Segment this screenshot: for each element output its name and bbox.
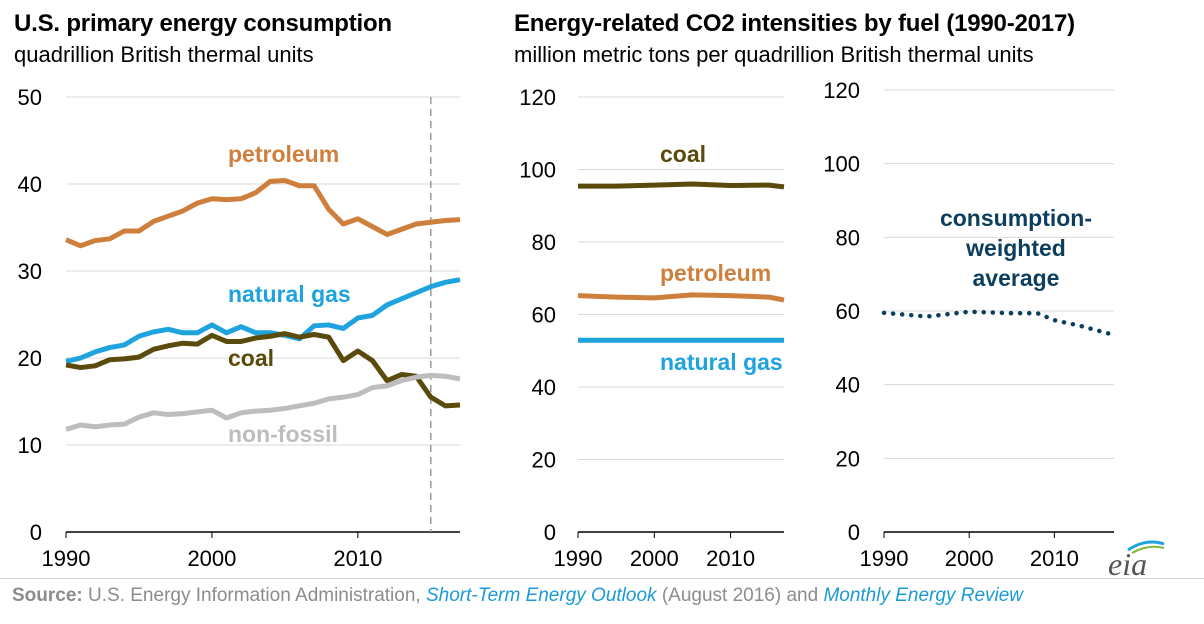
y-tick-label-20: 20 bbox=[18, 346, 42, 371]
series-label-natural-gas: natural gas bbox=[228, 281, 351, 307]
y-tick-label-80: 80 bbox=[532, 230, 556, 255]
y-tick-label-120: 120 bbox=[823, 78, 860, 103]
x-tick-label-2010: 2010 bbox=[1030, 546, 1079, 571]
series-label-petroleum: petroleum bbox=[228, 141, 339, 167]
source-mid-text: (August 2016) and bbox=[661, 585, 819, 606]
y-tick-label-40: 40 bbox=[836, 373, 860, 398]
source-text: U.S. Energy Information Administration, bbox=[88, 585, 421, 606]
series-label-non-fossil: non-fossil bbox=[228, 421, 338, 447]
series-line-petroleum bbox=[577, 292, 785, 303]
y-tick-label-60: 60 bbox=[532, 303, 556, 328]
y-tick-label-100: 100 bbox=[823, 152, 860, 177]
mer-link[interactable]: Monthly Energy Review bbox=[823, 585, 1024, 606]
source-footer: Source: U.S. Energy Information Administ… bbox=[12, 585, 1023, 607]
y-tick-label-20: 20 bbox=[836, 446, 860, 471]
series-label-line-1: weighted bbox=[965, 235, 1066, 261]
y-tick-label-40: 40 bbox=[532, 375, 556, 400]
source-label: Source: bbox=[12, 585, 83, 606]
series-label-line-0: consumption- bbox=[940, 205, 1092, 231]
y-tick-label-120: 120 bbox=[519, 85, 556, 110]
series-label-coal: coal bbox=[660, 141, 706, 167]
series-label-petroleum: petroleum bbox=[660, 260, 771, 286]
y-tick-label-0: 0 bbox=[544, 520, 556, 545]
steo-link[interactable]: Short-Term Energy Outlook bbox=[425, 585, 657, 606]
eia-logo-swoosh-icon bbox=[1127, 540, 1165, 554]
series-line-coal bbox=[578, 181, 785, 190]
series-line-petroleum bbox=[65, 178, 461, 249]
x-tick-label-2000: 2000 bbox=[630, 546, 679, 571]
left-chart-title: U.S. primary energy consumption bbox=[14, 10, 392, 37]
right-chart-subtitle: million metric tons per quadrillion Brit… bbox=[514, 42, 1034, 67]
series-line-consumption-weighted-average bbox=[881, 309, 1117, 338]
y-tick-label-30: 30 bbox=[18, 259, 42, 284]
y-tick-label-0: 0 bbox=[848, 520, 860, 545]
right-chart-title: Energy-related CO2 intensities by fuel (… bbox=[514, 10, 1075, 37]
y-tick-label-10: 10 bbox=[18, 433, 42, 458]
series-line-coal bbox=[65, 331, 461, 409]
footer-divider bbox=[0, 578, 1204, 579]
x-tick-label-2010: 2010 bbox=[333, 546, 382, 571]
series-line-natural-gas bbox=[65, 277, 461, 364]
x-tick-label-2010: 2010 bbox=[706, 546, 755, 571]
eia-logo-text: eia bbox=[1108, 546, 1148, 582]
y-tick-label-0: 0 bbox=[30, 520, 42, 545]
y-tick-label-80: 80 bbox=[836, 225, 860, 250]
y-tick-label-60: 60 bbox=[836, 299, 860, 324]
x-tick-label-2000: 2000 bbox=[945, 546, 994, 571]
x-tick-label-2000: 2000 bbox=[187, 546, 236, 571]
x-tick-label-1990: 1990 bbox=[860, 546, 909, 571]
series-label-coal: coal bbox=[228, 345, 274, 371]
series-label-line-2: average bbox=[973, 265, 1060, 291]
series-line-non-fossil bbox=[65, 372, 461, 432]
y-tick-label-20: 20 bbox=[532, 448, 556, 473]
y-tick-label-50: 50 bbox=[18, 85, 42, 110]
y-tick-label-40: 40 bbox=[18, 172, 42, 197]
y-tick-label-100: 100 bbox=[519, 158, 556, 183]
eia-logo: eia bbox=[1106, 536, 1166, 582]
left-chart-subtitle: quadrillion British thermal units bbox=[14, 42, 314, 67]
series-label-natural-gas: natural gas bbox=[660, 349, 783, 375]
x-tick-label-1990: 1990 bbox=[42, 546, 91, 571]
x-tick-label-1990: 1990 bbox=[554, 546, 603, 571]
